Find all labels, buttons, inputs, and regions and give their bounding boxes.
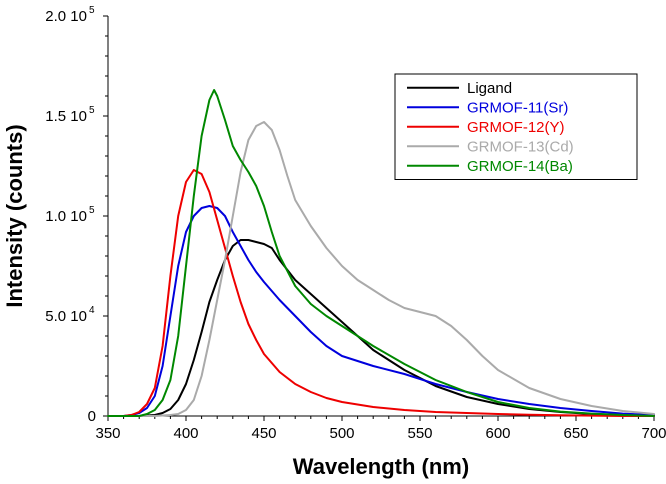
x-axis: 350 400 450 500 550 600 650 700 xyxy=(95,416,666,442)
series-line-grmof-14-ba xyxy=(107,89,655,417)
legend-label-grmof-13-cd: GRMOF-13(Cd) xyxy=(467,138,574,155)
y-tick-label: 1.0 10 xyxy=(45,208,87,225)
x-tick-label: 400 xyxy=(173,425,198,442)
series-line-grmof-12-y xyxy=(107,169,655,417)
legend-label-ligand: Ligand xyxy=(467,80,512,97)
x-tick-label: 700 xyxy=(641,425,666,442)
x-tick-label: 650 xyxy=(563,425,588,442)
y-axis-title: Intensity (counts) xyxy=(2,124,27,307)
y-tick-exponent: 5 xyxy=(89,5,95,16)
series-line-grmof-13-cd xyxy=(107,121,655,417)
x-tick-label: 500 xyxy=(329,425,354,442)
x-tick-label: 350 xyxy=(95,425,120,442)
legend: Ligand GRMOF-11(Sr) GRMOF-12(Y) GRMOF-13(Cd… xyxy=(394,73,638,180)
series-line-ligand xyxy=(107,239,655,417)
y-tick-label: 5.0 10 xyxy=(45,308,87,325)
legend-label-grmof-14-ba: GRMOF-14(Ba) xyxy=(467,158,573,175)
x-tick-label: 450 xyxy=(251,425,276,442)
y-tick-exponent: 5 xyxy=(89,205,95,216)
x-tick-label: 550 xyxy=(407,425,432,442)
y-tick-label: 0 xyxy=(88,408,96,425)
series-layer xyxy=(107,89,655,417)
legend-label-grmof-11-sr: GRMOF-11(Sr) xyxy=(467,99,568,116)
y-tick-exponent: 5 xyxy=(89,105,95,116)
y-axis: 05.0 10 41.0 10 51.5 10 52.0 10 5 xyxy=(45,5,108,425)
legend-label-grmof-12-y: GRMOF-12(Y) xyxy=(467,119,565,136)
y-tick-exponent: 4 xyxy=(89,305,95,316)
x-axis-title: Wavelength (nm) xyxy=(293,454,469,479)
x-tick-label: 600 xyxy=(485,425,510,442)
y-tick-label: 1.5 10 xyxy=(45,108,87,125)
y-tick-label: 2.0 10 xyxy=(45,8,87,25)
